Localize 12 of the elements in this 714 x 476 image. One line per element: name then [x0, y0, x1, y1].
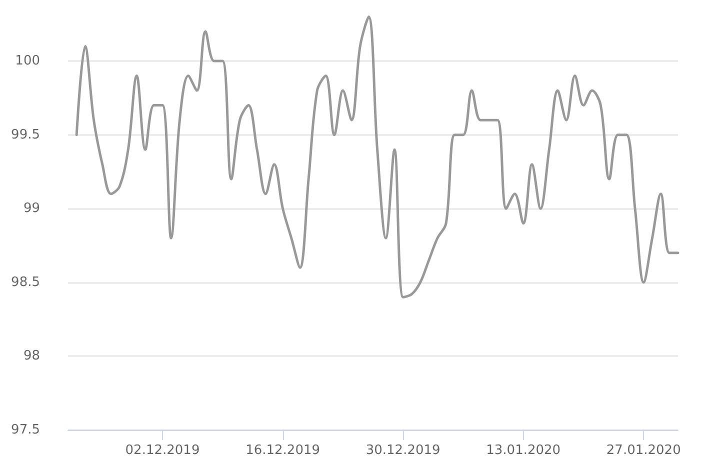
x-tick-label: 27.01.2020: [606, 443, 681, 458]
y-tick-label: 99.5: [11, 127, 40, 142]
line-series: [75, 16, 680, 298]
y-tick-label: 97.5: [11, 422, 40, 438]
x-tick-label: 16.12.2019: [246, 443, 320, 458]
y-tick-label: 98.5: [11, 274, 40, 290]
y-tick-label: 98: [23, 348, 40, 364]
y-tick-label: 100: [15, 54, 40, 69]
x-tick-label: 30.12.2019: [366, 443, 440, 458]
x-tick-label: 02.12.2019: [125, 443, 200, 458]
x-tick-label: 13.01.2020: [486, 443, 561, 458]
y-tick-label: 99: [23, 201, 40, 216]
